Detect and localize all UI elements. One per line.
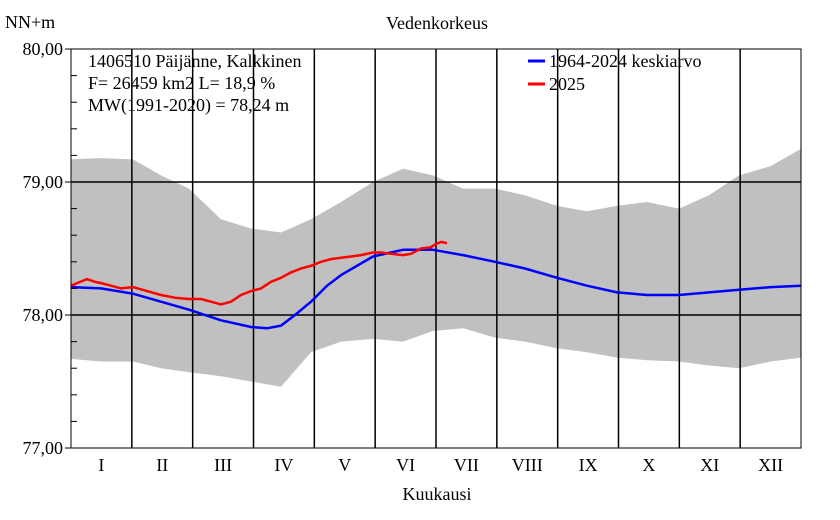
month-labels: I II III IV V VI VII VIII IX X XI XII: [98, 455, 783, 475]
month-label: VI: [396, 455, 415, 475]
month-label: II: [156, 455, 168, 475]
plot-frame: [70, 48, 802, 449]
month-label: I: [98, 455, 104, 475]
y-tick-label: 78,00: [23, 305, 64, 325]
month-label: X: [642, 455, 655, 475]
y-tick-label: 80,00: [23, 39, 64, 59]
station-info: 1406510 Päijänne, Kalkkinen F= 26459 km2…: [88, 51, 301, 116]
legend-label-mean: 1964-2024 keskiarvo: [549, 51, 701, 71]
legend-label-2025: 2025: [549, 74, 585, 94]
info-line-1: 1406510 Päijänne, Kalkkinen: [88, 51, 301, 71]
grid: [71, 49, 801, 448]
month-label: IV: [274, 455, 293, 475]
y-axis-label: NN+m: [5, 12, 55, 32]
month-label: III: [214, 455, 232, 475]
month-label: VII: [454, 455, 479, 475]
y-tick-label: 77,00: [23, 438, 64, 458]
info-line-2: F= 26459 km2 L= 18,9 %: [88, 73, 275, 93]
series-line-2025: [70, 240, 448, 306]
month-label: XI: [700, 455, 719, 475]
month-label: VIII: [512, 455, 543, 475]
month-label: IX: [579, 455, 598, 475]
y-ticks: 77,00 78,00 79,00 80,00: [23, 39, 77, 458]
chart-title: Vedenkorkeus: [386, 13, 488, 33]
legend: 1964-2024 keskiarvo 2025: [528, 51, 701, 94]
series-lines: [70, 240, 802, 330]
y-tick-label: 79,00: [23, 172, 64, 192]
month-label: XII: [758, 455, 783, 475]
month-label: V: [338, 455, 351, 475]
info-line-3: MW(1991-2020) = 78,24 m: [88, 95, 289, 116]
x-axis-label: Kuukausi: [403, 484, 472, 504]
